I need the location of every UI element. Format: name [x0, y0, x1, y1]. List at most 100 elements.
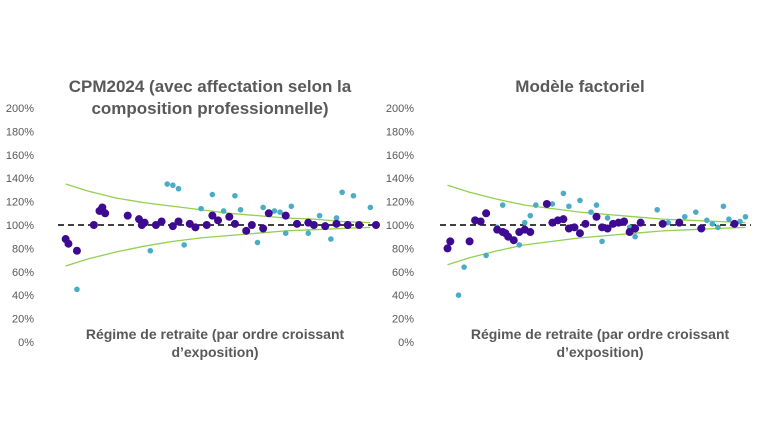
- point-series-b-left-29: [309, 221, 318, 229]
- point-series-b-right-13: [526, 228, 535, 237]
- point-series-a-right-6: [521, 219, 528, 226]
- point-series-b-right-32: [675, 218, 684, 227]
- point-series-a-right-4: [499, 202, 506, 208]
- point-series-a-left-12: [260, 204, 266, 211]
- y-tick-label-left-9: 180%: [6, 126, 34, 138]
- point-series-a-right-9: [549, 201, 556, 207]
- point-series-a-left-23: [367, 204, 374, 211]
- point-series-b-left-31: [332, 219, 341, 228]
- point-series-a-right-1: [461, 264, 467, 270]
- point-series-a-left-15: [282, 230, 289, 236]
- point-series-b-left-22: [242, 226, 251, 235]
- point-series-a-right-21: [665, 219, 672, 226]
- chart-panel-left: 0% 20% 40% 60% 80% 100% 120% 140% 160% 180% 200% C…: [6, 77, 380, 360]
- point-series-b-left-34: [372, 221, 380, 229]
- point-series-b-right-1: [446, 237, 455, 246]
- point-series-a-right-14: [593, 202, 600, 208]
- point-series-a-left-3: [170, 182, 176, 189]
- point-series-b-right-17: [559, 215, 568, 224]
- point-series-b-left-19: [214, 216, 222, 225]
- point-series-b-left-25: [264, 209, 273, 218]
- point-series-b-left-30: [321, 222, 330, 231]
- point-series-b-right-21: [581, 219, 590, 228]
- point-series-a-right-25: [709, 221, 716, 227]
- point-series-a-left-20: [333, 215, 340, 221]
- point-series-b-right-0: [443, 244, 452, 253]
- point-series-a-right-28: [726, 216, 732, 222]
- point-series-a-right-12: [577, 197, 583, 204]
- point-series-b-left-26: [281, 211, 290, 220]
- point-series-b-left-21: [230, 219, 239, 228]
- point-series-b-left-18: [208, 211, 217, 220]
- point-series-b-right-30: [636, 218, 645, 227]
- point-series-a-right-23: [693, 209, 699, 215]
- y-tick-label-right-2: 40%: [392, 290, 414, 302]
- scatter-plot-right: 0% 20% 40% 60% 80% 100% 120% 140% 160% 180% 200%: [386, 103, 751, 349]
- lower-bound-line-right: [447, 226, 746, 266]
- point-series-b-left-33: [355, 221, 364, 229]
- point-series-b-left-16: [191, 223, 200, 232]
- point-series-a-left-19: [328, 236, 334, 242]
- point-series-b-right-33: [697, 224, 706, 233]
- point-series-a-left-2: [164, 181, 171, 187]
- chart-panel-right: 0% 20% 40% 60% 80% 100% 120% 140% 160% 180% 200% M…: [385, 0, 770, 433]
- chart-title-right: Modèle factoriel: [515, 77, 645, 96]
- point-series-b-right-10: [509, 236, 518, 245]
- y-tick-label-right-5: 100%: [386, 220, 414, 232]
- point-series-a-right-10: [560, 190, 567, 197]
- point-series-b-left-1: [64, 239, 73, 248]
- point-series-a-right-27: [720, 203, 727, 210]
- y-tick-label-right-8: 160%: [386, 150, 414, 162]
- point-series-b-left-17: [202, 221, 211, 229]
- point-series-a-left-11: [254, 239, 261, 246]
- y-tick-label-left-2: 40%: [12, 290, 34, 302]
- y-tick-label-right-9: 180%: [386, 126, 414, 138]
- y-tick-label-left-5: 100%: [6, 220, 34, 232]
- point-series-a-left-5: [181, 242, 187, 248]
- point-series-a-left-6: [198, 205, 204, 212]
- point-series-b-left-14: [174, 217, 183, 226]
- point-series-b-right-22: [592, 212, 601, 221]
- point-series-a-right-0: [455, 292, 462, 299]
- x-axis-label-right: Régime de retraite (par ordre croissant …: [470, 326, 730, 360]
- point-series-b-left-24: [259, 224, 268, 233]
- point-series-a-left-18: [316, 212, 323, 219]
- point-series-a-right-26: [715, 224, 721, 231]
- point-series-a-right-19: [632, 233, 638, 240]
- y-tick-label-right-3: 60%: [392, 267, 414, 279]
- point-series-a-left-16: [288, 203, 295, 210]
- point-series-a-left-4: [175, 185, 182, 192]
- point-series-a-right-7: [527, 212, 534, 219]
- point-series-a-left-1: [147, 247, 154, 254]
- y-tick-label-right-0: 0%: [398, 337, 414, 349]
- point-series-a-right-13: [588, 209, 594, 215]
- point-series-b-right-31: [658, 219, 667, 228]
- point-series-b-left-12: [157, 217, 166, 226]
- point-series-a-right-30: [742, 214, 749, 220]
- point-series-a-left-7: [209, 191, 216, 198]
- x-axis-label-left: Régime de retraite (par ordre croissant …: [85, 326, 345, 360]
- point-series-b-left-13: [168, 222, 177, 231]
- point-series-a-left-14: [277, 209, 283, 215]
- point-series-a-left-0: [74, 286, 80, 293]
- point-series-b-right-27: [620, 217, 629, 226]
- y-tick-label-left-1: 20%: [12, 314, 34, 326]
- y-tick-label-right-1: 20%: [392, 314, 414, 326]
- y-tick-label-right-4: 80%: [392, 243, 414, 255]
- point-series-b-left-20: [225, 212, 234, 221]
- point-series-a-left-17: [305, 230, 312, 236]
- point-series-a-left-13: [271, 208, 278, 214]
- y-tick-label-right-6: 120%: [386, 197, 414, 209]
- y-tick-label-left-3: 60%: [12, 267, 34, 279]
- point-series-b-left-6: [101, 209, 110, 218]
- point-series-a-right-5: [516, 242, 523, 248]
- point-series-b-right-5: [482, 209, 491, 218]
- y-tick-label-left-6: 120%: [6, 197, 34, 209]
- point-series-a-right-29: [737, 218, 743, 225]
- y-tick-label-left-0: 0%: [18, 337, 34, 349]
- y-tick-label-right-10: 200%: [386, 103, 414, 115]
- point-series-a-right-8: [533, 202, 539, 208]
- y-tick-label-left-10: 200%: [6, 103, 34, 115]
- point-series-b-left-2: [72, 246, 81, 255]
- point-series-a-left-22: [350, 192, 357, 199]
